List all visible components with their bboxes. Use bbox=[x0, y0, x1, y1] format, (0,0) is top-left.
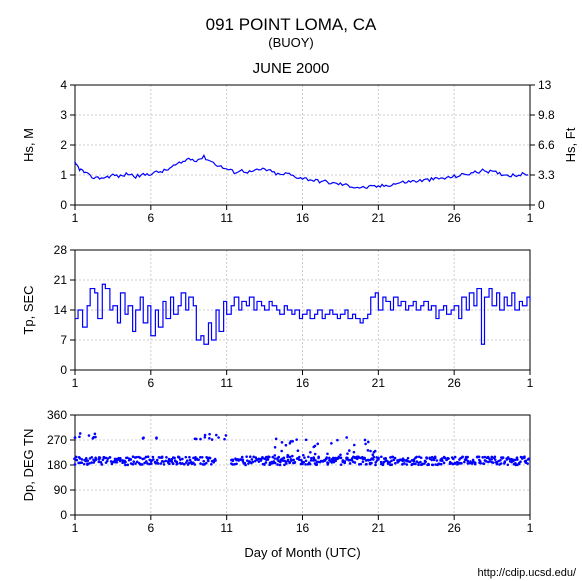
panel-dp: 09018027036016111621261Dp, DEG TN bbox=[21, 408, 534, 535]
ylabel-left: Hs, M bbox=[21, 128, 36, 162]
ytick-right-label: 0 bbox=[538, 198, 545, 212]
ytick-label: 180 bbox=[47, 458, 67, 472]
xtick-label: 11 bbox=[220, 376, 233, 390]
chart-subtitle: (BUOY) bbox=[268, 35, 314, 50]
ylabel-left: Dp, DEG TN bbox=[21, 429, 36, 502]
ytick-label: 0 bbox=[60, 198, 67, 212]
footer-url: http://cdip.ucsd.edu/ bbox=[478, 567, 577, 579]
ytick-label: 7 bbox=[60, 333, 67, 347]
ytick-label: 360 bbox=[47, 408, 67, 422]
xtick-label: 1 bbox=[72, 376, 79, 390]
xtick-label: 6 bbox=[147, 376, 154, 390]
ytick-label: 14 bbox=[54, 303, 68, 317]
chart-container: { "title": "091 POINT LOMA, CA", "subtit… bbox=[0, 0, 582, 581]
xtick-label: 16 bbox=[296, 211, 310, 225]
chart-svg: 091 POINT LOMA, CA(BUOY)JUNE 20000123403… bbox=[0, 0, 582, 581]
xtick-label: 16 bbox=[296, 521, 310, 535]
xtick-label: 1 bbox=[527, 521, 534, 535]
xlabel: Day of Month (UTC) bbox=[244, 545, 360, 560]
xtick-label: 1 bbox=[72, 211, 79, 225]
chart-title: 091 POINT LOMA, CA bbox=[206, 15, 377, 34]
ytick-right-label: 3.3 bbox=[538, 168, 555, 182]
xtick-label: 26 bbox=[447, 211, 461, 225]
ylabel-left: Tp, SEC bbox=[21, 285, 36, 334]
ytick-label: 90 bbox=[54, 483, 68, 497]
xtick-label: 6 bbox=[147, 211, 154, 225]
xtick-label: 1 bbox=[527, 211, 534, 225]
xtick-label: 21 bbox=[372, 521, 386, 535]
xtick-label: 6 bbox=[147, 521, 154, 535]
ytick-label: 2 bbox=[60, 138, 67, 152]
ytick-label: 0 bbox=[60, 508, 67, 522]
ytick-label: 4 bbox=[60, 78, 67, 92]
xtick-label: 1 bbox=[527, 376, 534, 390]
panel-hs: 0123403.36.69.81316111621261Hs, MHs, Ft bbox=[21, 78, 578, 225]
ytick-label: 21 bbox=[54, 273, 68, 287]
ytick-label: 270 bbox=[47, 433, 67, 447]
ytick-right-label: 13 bbox=[538, 78, 552, 92]
xtick-label: 11 bbox=[220, 211, 233, 225]
ytick-right-label: 6.6 bbox=[538, 138, 555, 152]
xtick-label: 21 bbox=[372, 376, 386, 390]
xtick-label: 21 bbox=[372, 211, 386, 225]
data-line-hs bbox=[75, 155, 528, 188]
xtick-label: 1 bbox=[72, 521, 79, 535]
ytick-label: 0 bbox=[60, 363, 67, 377]
xtick-label: 26 bbox=[447, 521, 461, 535]
xtick-label: 26 bbox=[447, 376, 461, 390]
ylabel-right: Hs, Ft bbox=[563, 127, 578, 162]
ytick-right-label: 9.8 bbox=[538, 108, 555, 122]
xtick-label: 16 bbox=[296, 376, 310, 390]
chart-month: JUNE 2000 bbox=[253, 60, 330, 77]
ytick-label: 28 bbox=[54, 243, 68, 257]
ytick-label: 1 bbox=[60, 168, 67, 182]
ytick-label: 3 bbox=[60, 108, 67, 122]
panel-tp: 0714212816111621261Tp, SEC bbox=[21, 243, 534, 390]
xtick-label: 11 bbox=[220, 521, 233, 535]
